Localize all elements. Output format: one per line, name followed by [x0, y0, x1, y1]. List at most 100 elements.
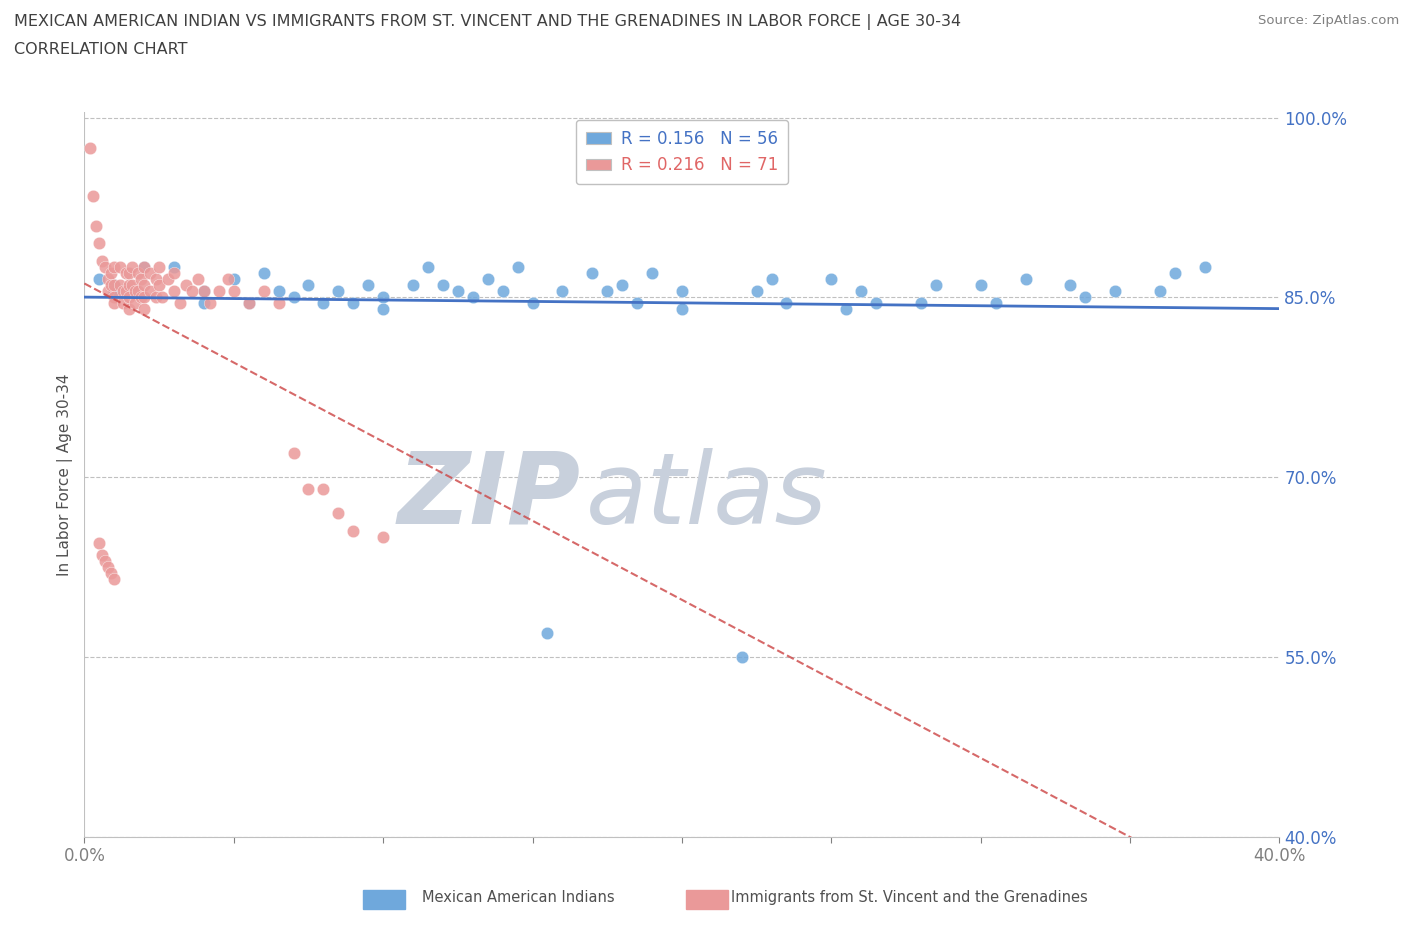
Point [253, 284, 276, 299]
Point [97, 560, 120, 575]
Point [89, 272, 111, 286]
Point [174, 278, 197, 293]
Point [132, 260, 156, 275]
Point [910, 296, 932, 311]
Legend: R = 0.156   N = 56, R = 0.216   N = 71: R = 0.156 N = 56, R = 0.216 N = 71 [576, 120, 787, 184]
Point [163, 284, 186, 299]
Point [1104, 284, 1126, 299]
Point [775, 296, 797, 311]
Point [110, 278, 132, 293]
Point [82, 188, 104, 203]
Point [115, 266, 138, 281]
Point [612, 278, 634, 293]
Point [283, 445, 305, 460]
Point [89, 236, 111, 251]
Point [100, 565, 122, 580]
Point [536, 626, 558, 641]
Text: CORRELATION CHART: CORRELATION CHART [14, 42, 187, 57]
Point [139, 284, 162, 299]
Point [1014, 272, 1036, 286]
Point [267, 296, 290, 311]
Point [312, 296, 335, 311]
Point [193, 284, 215, 299]
Text: atlas: atlas [586, 447, 828, 545]
Point [447, 284, 470, 299]
Point [89, 536, 111, 551]
Point [79, 140, 101, 155]
Point [118, 302, 141, 317]
Point [129, 290, 152, 305]
Point [110, 260, 132, 275]
Point [94, 553, 117, 568]
Point [342, 524, 364, 538]
Point [139, 266, 162, 281]
Point [103, 296, 125, 311]
Point [267, 284, 290, 299]
Point [551, 284, 574, 299]
Point [118, 266, 141, 281]
Point [373, 530, 395, 545]
Point [97, 284, 120, 299]
Point [416, 260, 439, 275]
Point [103, 278, 125, 293]
Point [148, 278, 170, 293]
Point [145, 290, 167, 305]
Point [94, 260, 117, 275]
Point [328, 284, 350, 299]
Text: MEXICAN AMERICAN INDIAN VS IMMIGRANTS FROM ST. VINCENT AND THE GRENADINES IN LAB: MEXICAN AMERICAN INDIAN VS IMMIGRANTS FR… [14, 14, 962, 30]
Point [283, 290, 305, 305]
Point [100, 278, 122, 293]
Point [91, 548, 114, 563]
Point [193, 296, 215, 311]
Point [103, 290, 125, 305]
Point [297, 278, 319, 293]
Point [112, 284, 135, 299]
Point [328, 506, 350, 521]
Point [506, 260, 529, 275]
Point [118, 290, 141, 305]
Point [222, 272, 245, 286]
Point [581, 266, 603, 281]
Point [181, 284, 204, 299]
Point [132, 260, 156, 275]
Point [222, 284, 245, 299]
Point [835, 302, 858, 317]
Text: Source: ZipAtlas.com: Source: ZipAtlas.com [1258, 14, 1399, 27]
Text: Mexican American Indians: Mexican American Indians [422, 890, 614, 905]
Point [596, 284, 619, 299]
Point [145, 272, 167, 286]
Point [641, 266, 664, 281]
Point [731, 650, 754, 665]
Point [984, 296, 1007, 311]
Point [118, 278, 141, 293]
Point [124, 296, 146, 311]
Point [103, 278, 125, 293]
Point [103, 572, 125, 587]
Point [163, 266, 186, 281]
Text: Immigrants from St. Vincent and the Grenadines: Immigrants from St. Vincent and the Gren… [731, 890, 1088, 905]
Point [297, 482, 319, 497]
Point [91, 254, 114, 269]
Point [238, 296, 260, 311]
Point [402, 278, 425, 293]
Point [217, 272, 239, 286]
Point [626, 296, 648, 311]
Point [115, 284, 138, 299]
Point [851, 284, 873, 299]
Point [477, 272, 499, 286]
Point [121, 278, 143, 293]
Point [198, 296, 221, 311]
Point [671, 284, 693, 299]
Point [127, 266, 149, 281]
Point [1164, 266, 1187, 281]
Point [745, 284, 768, 299]
Point [238, 296, 260, 311]
Text: ZIP: ZIP [398, 447, 581, 545]
Point [132, 278, 156, 293]
Point [373, 290, 395, 305]
Point [86, 218, 108, 232]
Point [253, 266, 276, 281]
Point [820, 272, 842, 286]
Point [208, 284, 231, 299]
Point [1074, 290, 1097, 305]
